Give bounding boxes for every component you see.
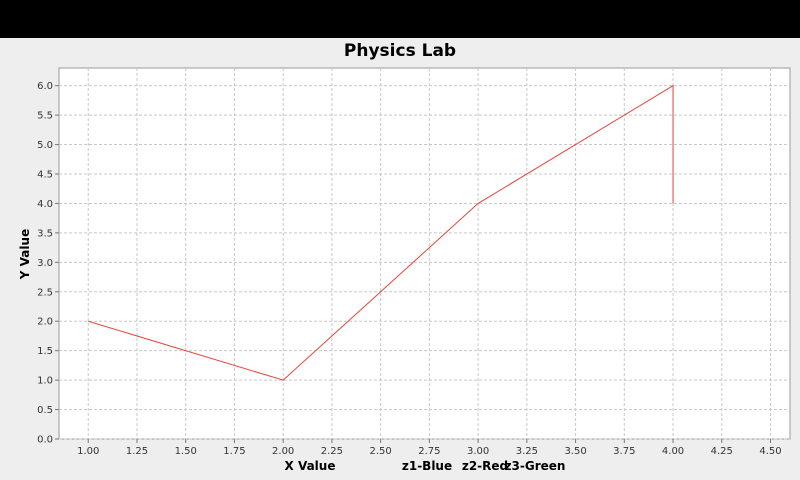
x-tick-label: 3.25 xyxy=(516,446,538,457)
plot-area xyxy=(58,67,791,440)
y-tick-label: 0.0 xyxy=(37,435,53,446)
x-tick-label: 4.25 xyxy=(711,446,733,457)
x-tick-label: 2.00 xyxy=(272,446,294,457)
top-bar xyxy=(0,0,800,38)
chart: Physics Lab 0.0 0.5 1.0 1.5 2.0 2.5 3.0 3.5 4.0 4… xyxy=(18,41,791,473)
legend-entry: z2-Red xyxy=(462,459,508,473)
x-tick-label: 4.00 xyxy=(662,446,684,457)
y-tick-label: 1.5 xyxy=(37,346,53,357)
x-axis-label: X Value xyxy=(285,459,336,473)
y-ticks: 0.0 0.5 1.0 1.5 2.0 2.5 3.0 3.5 4.0 4.5 5.0 5.5 6.0 xyxy=(37,81,59,446)
x-ticks: 1.00 1.25 1.50 1.75 2.00 2.25 2.50 2.75 3.00 3.25… xyxy=(77,439,782,457)
y-tick-label: 3.5 xyxy=(37,228,53,239)
chart-title: Physics Lab xyxy=(344,41,456,61)
y-tick-label: 6.0 xyxy=(37,81,53,92)
y-tick-label: 2.5 xyxy=(37,287,53,298)
x-tick-label: 4.50 xyxy=(759,446,781,457)
y-axis-label: Y Value xyxy=(18,229,32,280)
legend-entry: z3-Green xyxy=(505,459,566,473)
legend-entry: z1-Blue xyxy=(402,459,452,473)
y-tick-label: 4.0 xyxy=(37,199,53,210)
x-tick-label: 3.00 xyxy=(467,446,489,457)
y-tick-label: 3.0 xyxy=(37,258,53,269)
x-tick-label: 3.50 xyxy=(564,446,586,457)
series-layer xyxy=(88,84,674,381)
x-tick-label: 1.25 xyxy=(126,446,148,457)
x-tick-label: 2.75 xyxy=(418,446,440,457)
grid xyxy=(59,68,790,440)
series-line xyxy=(88,84,674,381)
x-tick-label: 2.25 xyxy=(321,446,343,457)
y-tick-label: 0.5 xyxy=(37,405,53,416)
x-tick-label: 1.50 xyxy=(175,446,197,457)
y-tick-label: 5.0 xyxy=(37,140,53,151)
y-tick-label: 5.5 xyxy=(37,111,53,122)
x-tick-label: 1.00 xyxy=(77,446,99,457)
x-tick-label: 2.50 xyxy=(370,446,392,457)
x-tick-label: 1.75 xyxy=(223,446,245,457)
chart-panel: Physics Lab 0.0 0.5 1.0 1.5 2.0 2.5 3.0 3.5 4.0 4… xyxy=(0,38,800,480)
x-tick-label: 3.75 xyxy=(613,446,635,457)
y-tick-label: 2.0 xyxy=(37,317,53,328)
y-tick-label: 1.0 xyxy=(37,376,53,387)
y-tick-label: 4.5 xyxy=(37,170,53,181)
